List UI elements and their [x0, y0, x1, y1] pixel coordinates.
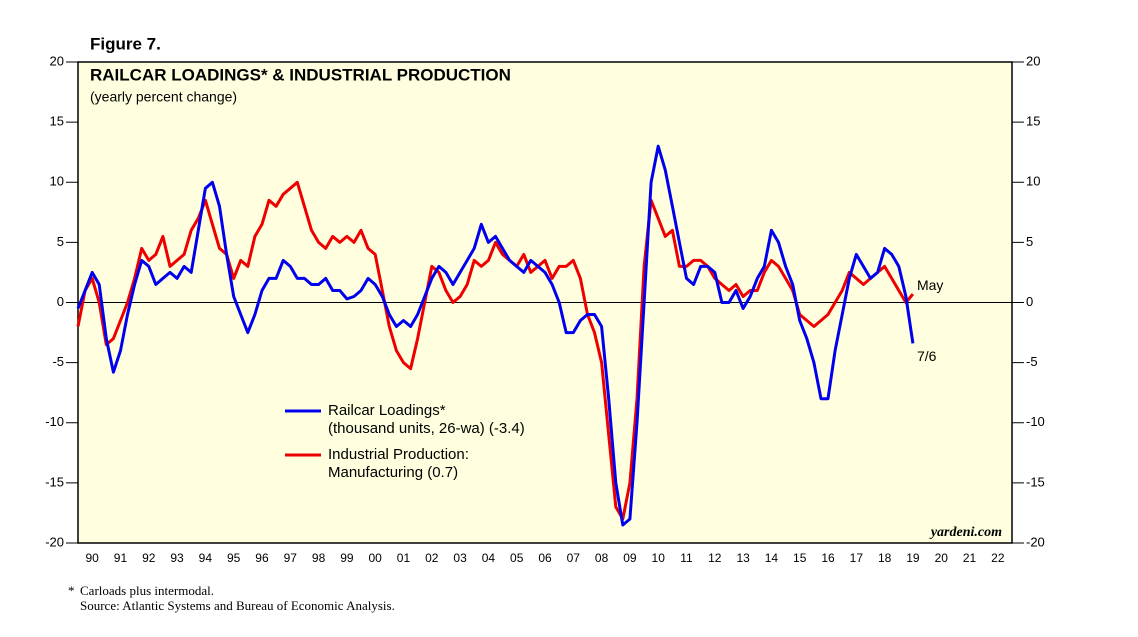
x-tick-label: 92 — [142, 551, 156, 565]
y-tick-label: 5 — [57, 234, 64, 249]
legend-label: Railcar Loadings* — [328, 402, 446, 419]
y2-tick-label: 0 — [1026, 294, 1033, 309]
y-tick-label: 10 — [50, 174, 64, 189]
x-tick-label: 01 — [397, 551, 411, 565]
x-tick-label: 19 — [906, 551, 920, 565]
x-tick-label: 10 — [652, 551, 666, 565]
y-tick-label: -20 — [45, 534, 64, 549]
source-note: Source: Atlantic Systems and Bureau of E… — [80, 598, 395, 613]
y2-tick-label: -5 — [1026, 354, 1038, 369]
y-tick-label: -5 — [52, 354, 64, 369]
x-tick-label: 90 — [85, 551, 99, 565]
y-tick-label: -10 — [45, 414, 64, 429]
x-tick-label: 98 — [312, 551, 326, 565]
x-tick-label: 08 — [595, 551, 609, 565]
legend-label: Industrial Production: — [328, 446, 469, 463]
x-tick-label: 94 — [199, 551, 213, 565]
footnote-marker: * — [68, 583, 75, 598]
x-tick-label: 15 — [793, 551, 807, 565]
y-tick-label: -15 — [45, 474, 64, 489]
legend-detail: Manufacturing (0.7) — [328, 464, 458, 481]
x-tick-label: 93 — [170, 551, 184, 565]
x-tick-label: 02 — [425, 551, 439, 565]
x-tick-label: 04 — [482, 551, 496, 565]
x-tick-label: 99 — [340, 551, 354, 565]
chart-title: RAILCAR LOADINGS* & INDUSTRIAL PRODUCTIO… — [90, 65, 511, 84]
x-tick-label: 06 — [538, 551, 552, 565]
x-tick-label: 91 — [114, 551, 128, 565]
y2-tick-label: 5 — [1026, 234, 1033, 249]
y-tick-label: 15 — [50, 114, 64, 129]
x-tick-label: 11 — [680, 551, 693, 565]
y-tick-label: 20 — [50, 53, 64, 68]
x-tick-label: 22 — [991, 551, 1005, 565]
x-tick-label: 03 — [453, 551, 467, 565]
y2-tick-label: 20 — [1026, 53, 1040, 68]
x-tick-label: 97 — [284, 551, 298, 565]
x-tick-label: 12 — [708, 551, 722, 565]
x-tick-label: 00 — [369, 551, 383, 565]
legend-detail: (thousand units, 26-wa) (-3.4) — [328, 420, 525, 437]
end-label: 7/6 — [917, 348, 937, 364]
figure-label: Figure 7. — [90, 34, 161, 53]
y2-tick-label: -15 — [1026, 474, 1045, 489]
x-tick-label: 17 — [850, 551, 864, 565]
x-tick-label: 05 — [510, 551, 524, 565]
x-tick-label: 07 — [567, 551, 581, 565]
chart-subtitle: (yearly percent change) — [90, 89, 237, 105]
x-tick-label: 14 — [765, 551, 779, 565]
x-tick-label: 95 — [227, 551, 241, 565]
series-line — [76, 144, 915, 527]
series-line — [76, 180, 915, 521]
x-tick-label: 96 — [255, 551, 269, 565]
footnote: Carloads plus intermodal. — [80, 583, 214, 598]
source-mark: yardeni.com — [929, 525, 1002, 540]
y2-tick-label: 15 — [1026, 114, 1040, 129]
x-tick-label: 16 — [821, 551, 835, 565]
y2-tick-label: 10 — [1026, 174, 1040, 189]
x-tick-label: 20 — [935, 551, 949, 565]
y2-tick-label: -20 — [1026, 534, 1045, 549]
y-tick-label: 0 — [57, 294, 64, 309]
x-tick-label: 13 — [736, 551, 750, 565]
end-label: May — [917, 277, 943, 293]
x-tick-label: 18 — [878, 551, 892, 565]
x-tick-label: 09 — [623, 551, 637, 565]
x-tick-label: 21 — [963, 551, 977, 565]
y2-tick-label: -10 — [1026, 414, 1045, 429]
